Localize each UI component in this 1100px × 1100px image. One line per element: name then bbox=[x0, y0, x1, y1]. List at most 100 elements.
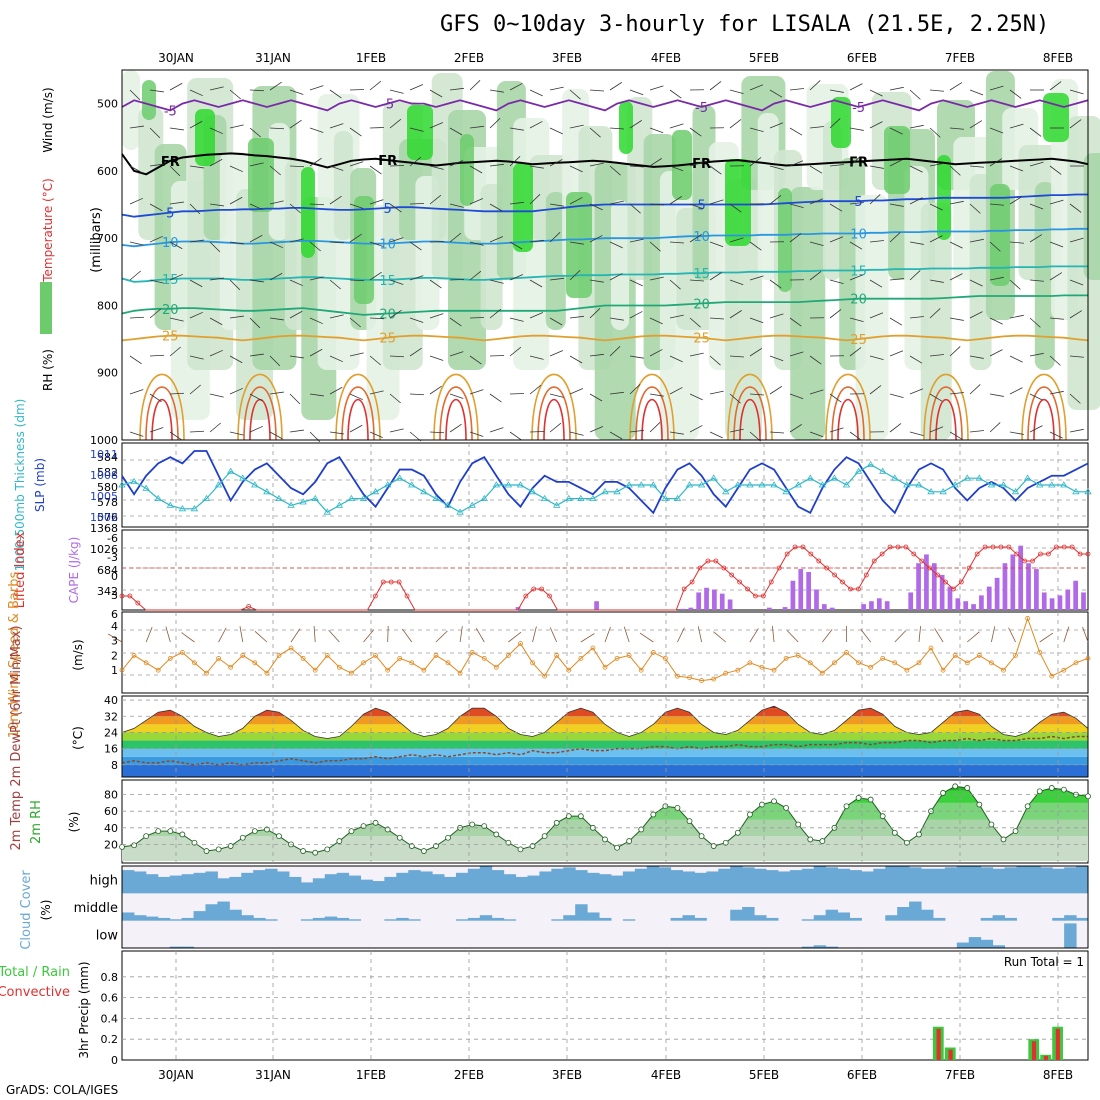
lifted-index-point bbox=[1022, 558, 1028, 564]
wind-barb bbox=[269, 165, 281, 176]
cloud-high-bar bbox=[312, 878, 326, 894]
thickness-point bbox=[323, 508, 331, 515]
wind-barb bbox=[229, 431, 244, 436]
rh-point bbox=[155, 828, 162, 835]
wind-barb bbox=[469, 241, 484, 246]
thickness-point bbox=[746, 481, 754, 488]
wind-barb bbox=[729, 393, 741, 404]
wind-barb bbox=[389, 309, 402, 319]
contour-label: 5 bbox=[166, 207, 174, 222]
wind-barb bbox=[829, 118, 841, 129]
lifted-index-point bbox=[974, 551, 980, 557]
cloud-high-bar bbox=[217, 878, 230, 894]
surface-wind-barb bbox=[239, 626, 244, 643]
wind-barb bbox=[949, 346, 961, 357]
wind-barb bbox=[829, 203, 843, 212]
cloud-middle-bar bbox=[157, 917, 171, 921]
wind-barb bbox=[689, 425, 703, 433]
date-label-top: 6FEB bbox=[847, 51, 877, 65]
wind-barb bbox=[669, 355, 683, 363]
surface-wind-barb bbox=[639, 632, 654, 643]
cape-bar bbox=[727, 599, 733, 610]
wind-barb bbox=[749, 84, 764, 91]
rh-point bbox=[807, 836, 814, 843]
surface-wind-barb bbox=[181, 632, 195, 643]
cloud-high-bar bbox=[777, 871, 791, 894]
wind-barb bbox=[689, 127, 702, 137]
temp-band bbox=[122, 740, 1088, 749]
wind-frame bbox=[121, 611, 1089, 694]
wind-barb bbox=[709, 355, 721, 366]
rh-tick: 80 bbox=[104, 789, 118, 802]
wind-barb bbox=[749, 317, 764, 324]
wind-barb bbox=[449, 160, 464, 167]
wind-speed-point bbox=[288, 645, 294, 651]
wind-speed-line bbox=[121, 616, 1089, 682]
rh-point bbox=[783, 804, 790, 811]
cloud-high-bar bbox=[575, 870, 588, 894]
thickness-point bbox=[311, 494, 319, 501]
wind-barb bbox=[269, 431, 283, 440]
wind-barb bbox=[549, 350, 564, 357]
wind-barb bbox=[1029, 317, 1041, 328]
wind-speed-point bbox=[1073, 660, 1079, 666]
thickness-point bbox=[1011, 488, 1020, 495]
wind-speed-point bbox=[590, 645, 596, 651]
thickness-point bbox=[854, 467, 863, 474]
surface-wind-barb bbox=[677, 627, 685, 643]
wind-barb bbox=[849, 83, 863, 91]
thickness-point bbox=[347, 494, 356, 501]
wind-barb bbox=[369, 355, 381, 366]
surface-wind-barb bbox=[459, 626, 463, 643]
contour-warm-loop bbox=[237, 373, 283, 441]
lifted-index-point bbox=[737, 579, 743, 585]
wind-barb bbox=[989, 422, 1001, 433]
rh-tick: 40 bbox=[104, 822, 118, 835]
cloud-middle-bar bbox=[551, 919, 564, 921]
wind-barb bbox=[569, 241, 584, 245]
wind-barb bbox=[629, 383, 641, 395]
wind-speed-point bbox=[493, 664, 499, 670]
cloud-middle-bar bbox=[145, 916, 159, 921]
precip-tick: 0 bbox=[111, 1054, 118, 1067]
cloud-low-bar bbox=[801, 946, 815, 948]
cloud-high-bar bbox=[992, 868, 1006, 894]
precip-tick: 0.6 bbox=[101, 992, 119, 1005]
thickness-point bbox=[1048, 481, 1056, 488]
thickness-tick: 578 bbox=[97, 496, 118, 509]
wind-barb bbox=[809, 198, 824, 205]
wind-barb bbox=[749, 393, 764, 396]
rh-point bbox=[976, 801, 983, 808]
rh-point bbox=[565, 813, 572, 820]
wind-barb bbox=[369, 165, 382, 175]
wind-barb bbox=[649, 421, 661, 433]
wind-barb bbox=[509, 241, 523, 250]
wind-barb bbox=[289, 203, 301, 214]
wind-barb bbox=[329, 241, 345, 244]
wind-speed-point bbox=[735, 667, 741, 673]
thickness-point bbox=[154, 494, 162, 501]
cloud-high-bar bbox=[634, 868, 648, 894]
wind-barb bbox=[609, 200, 624, 205]
wind-barb bbox=[509, 127, 524, 131]
contour-warm-loop bbox=[335, 373, 381, 441]
wind-barb bbox=[149, 279, 164, 284]
thickness-point bbox=[528, 488, 537, 495]
cloud-high-bar bbox=[396, 872, 409, 894]
wind-barb bbox=[409, 241, 422, 251]
wind-speed-point bbox=[192, 660, 197, 666]
wind-barb bbox=[249, 127, 261, 138]
cloud-middle-bar bbox=[1052, 917, 1065, 921]
lifted-index-point bbox=[824, 565, 830, 571]
wind-barb bbox=[309, 157, 322, 167]
wind-barb bbox=[269, 200, 284, 205]
wind-barb bbox=[809, 126, 824, 129]
cape-bar bbox=[814, 589, 819, 610]
temp-frame bbox=[121, 695, 1089, 778]
wind-barb bbox=[1069, 203, 1082, 213]
rh-point bbox=[1060, 786, 1067, 793]
lifted-index-point bbox=[388, 579, 394, 585]
contour-warm-loop bbox=[825, 373, 871, 441]
surface-wind-barb bbox=[402, 628, 413, 643]
rh-point bbox=[1024, 803, 1031, 810]
